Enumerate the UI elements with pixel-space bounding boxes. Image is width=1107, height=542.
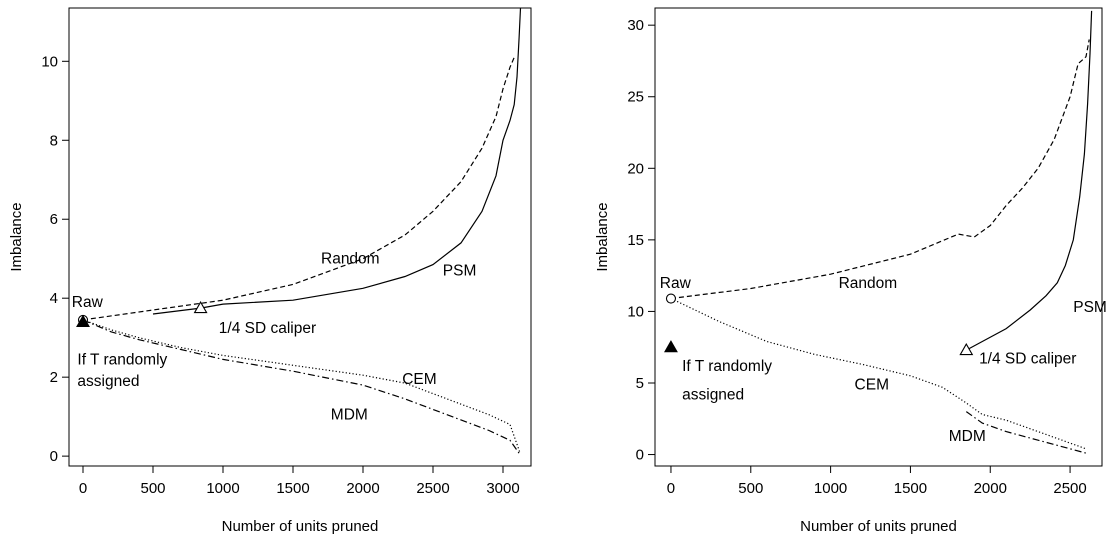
caliper-marker — [959, 342, 974, 356]
annotation-raw: Raw — [660, 275, 692, 292]
y-tick-label: 10 — [627, 303, 644, 320]
y-tick-label: 15 — [627, 232, 644, 249]
y-tick-label: 30 — [627, 17, 644, 34]
x-tick-label: 3000 — [486, 480, 519, 497]
annotation-cem: CEM — [402, 371, 436, 388]
y-tick-label: 5 — [636, 375, 644, 392]
series-line-mdm — [82, 319, 521, 455]
x-tick-label: 1000 — [206, 480, 239, 497]
y-tick-label: 8 — [50, 132, 58, 149]
annotation-mdm: MDM — [949, 428, 986, 445]
annotation-1-4-sd-caliper: 1/4 SD caliper — [219, 320, 316, 337]
x-tick-label: 2500 — [416, 480, 449, 497]
annotation-if-t-randomly: If T randomly — [682, 358, 772, 375]
y-tick-label: 0 — [50, 448, 58, 465]
series-line-random — [82, 57, 515, 321]
x-tick-label: 2500 — [1053, 480, 1086, 497]
x-tick-label: 1000 — [814, 480, 847, 497]
y-tick-label: 10 — [41, 53, 58, 70]
series-line-random — [670, 39, 1090, 300]
chart-panel-1: 0 500 1000 1500 2000 2500 3000 0 2 4 6 8 10 Number of… — [8, 7, 532, 535]
annotation-random: Random — [839, 275, 898, 292]
x-tick-label: 500 — [140, 480, 165, 497]
x-axis-title: Number of units pruned — [800, 518, 957, 535]
annotation-cem: CEM — [855, 376, 889, 393]
plot-frame — [654, 7, 1103, 467]
annotation-if-t-randomly: If T randomly — [77, 351, 167, 368]
random-assignment-marker — [664, 340, 678, 353]
annotation-assigned: assigned — [77, 373, 139, 390]
x-tick-label: 0 — [79, 480, 87, 497]
series-line-psm — [152, 8, 522, 315]
y-tick-label: 4 — [50, 290, 58, 307]
x-tick-label: 1500 — [894, 480, 927, 497]
x-axis-title: Number of units pruned — [222, 518, 379, 535]
series-line-cem — [82, 319, 521, 453]
raw-point-marker — [665, 293, 677, 304]
y-tick-label: 6 — [50, 211, 58, 228]
random-assignment-marker — [76, 314, 90, 327]
y-axis-title: Imbalance — [8, 202, 25, 271]
plot-frame — [68, 7, 532, 467]
annotation-1-4-sd-caliper: 1/4 SD caliper — [979, 351, 1076, 368]
series-line-mdm — [965, 411, 1087, 454]
x-tick-label: 1500 — [276, 480, 309, 497]
x-tick-label: 500 — [738, 480, 763, 497]
y-tick-label: 0 — [636, 447, 644, 464]
x-tick-label: 0 — [667, 480, 675, 497]
annotation-mdm: MDM — [331, 407, 368, 424]
y-tick-label: 2 — [50, 369, 58, 386]
chart-panel-2: 0 500 1000 1500 2000 2500 0 5 10 15 20 25 30 Number o… — [594, 7, 1107, 535]
y-axis-title: Imbalance — [594, 202, 611, 271]
annotation-psm: PSM — [443, 263, 477, 280]
annotation-psm: PSM — [1073, 299, 1107, 316]
annotation-random: Random — [321, 251, 380, 268]
caliper-marker — [193, 300, 208, 314]
y-tick-label: 25 — [627, 89, 644, 106]
x-tick-label: 2000 — [346, 480, 379, 497]
series-line-psm — [966, 10, 1093, 351]
annotation-raw: Raw — [72, 294, 104, 311]
annotation-assigned: assigned — [682, 386, 744, 403]
x-tick-label: 2000 — [974, 480, 1007, 497]
series-line-cem — [670, 297, 1087, 450]
y-tick-label: 20 — [627, 160, 644, 177]
